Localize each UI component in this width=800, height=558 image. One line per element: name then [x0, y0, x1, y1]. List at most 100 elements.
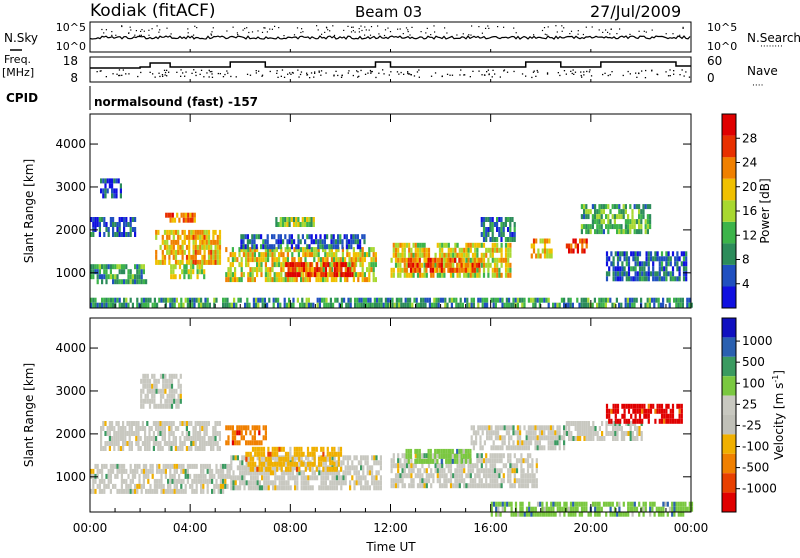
data-cell [407, 257, 410, 263]
data-cell [247, 257, 250, 263]
nave-dot [137, 75, 139, 78]
data-cell [474, 252, 477, 258]
data-cell [256, 455, 259, 461]
data-cell [414, 242, 417, 248]
data-cell [298, 470, 301, 476]
data-cell [370, 257, 373, 263]
data-cell [405, 257, 409, 263]
data-cell [137, 441, 140, 446]
data-cell [103, 232, 106, 237]
data-cell [372, 262, 375, 268]
data-cell [337, 257, 340, 263]
data-cell [379, 475, 382, 481]
data-cell [548, 253, 551, 259]
data-cell [638, 431, 641, 436]
data-cell [441, 483, 444, 489]
data-cell [117, 436, 120, 441]
data-cell [492, 430, 495, 436]
data-cell [485, 478, 488, 484]
data-cell [321, 244, 324, 250]
data-cell [276, 446, 279, 452]
data-cell [605, 256, 609, 262]
data-cell [431, 302, 434, 308]
data-cell [469, 272, 472, 278]
data-cell [660, 266, 664, 272]
data-cell [419, 483, 422, 489]
data-cell [173, 483, 176, 489]
data-cell [601, 431, 604, 436]
data-cell [353, 267, 356, 273]
data-cell [474, 478, 477, 484]
data-cell [214, 229, 217, 235]
data-cell [171, 302, 174, 308]
data-cell [127, 302, 130, 308]
data-cell [634, 276, 637, 282]
data-cell [552, 511, 555, 517]
data-cell [452, 252, 455, 258]
data-cell [123, 468, 126, 474]
data-cell [203, 431, 206, 436]
data-cell [302, 277, 305, 283]
nsearch-dot [135, 30, 137, 32]
nsearch-dots: ········ [760, 42, 783, 52]
data-cell [173, 478, 176, 484]
data-cell [163, 229, 167, 235]
data-cell [199, 249, 202, 255]
data-cell [297, 257, 300, 263]
x-tick-label: 00:00 [674, 521, 709, 535]
data-cell [201, 244, 204, 250]
data-cell [105, 302, 108, 308]
data-cell [616, 418, 620, 424]
data-cell [159, 441, 162, 446]
data-cell [623, 256, 626, 262]
data-cell [688, 297, 691, 303]
data-cell [335, 277, 338, 283]
data-cell [331, 485, 334, 491]
data-cell [523, 297, 526, 303]
data-cell [167, 483, 170, 489]
data-cell [146, 373, 149, 379]
data-cell [638, 251, 642, 257]
data-cell [138, 483, 141, 489]
data-cell [262, 257, 265, 263]
data-cell [480, 257, 483, 263]
data-cell [421, 463, 424, 469]
data-cell [281, 222, 285, 227]
data-cell [366, 455, 369, 461]
data-cell [659, 302, 662, 308]
data-cell [600, 219, 603, 225]
data-cell [513, 453, 516, 459]
data-cell [94, 463, 97, 469]
data-cell [307, 455, 310, 461]
data-cell [532, 430, 535, 436]
data-cell [348, 262, 351, 268]
data-cell [651, 501, 654, 507]
data-cell [104, 193, 107, 199]
data-cell [580, 506, 584, 512]
data-cell [326, 272, 329, 278]
colorbar-tick-label: 20 [742, 180, 757, 194]
nave-dot [641, 70, 643, 72]
data-cell [242, 435, 245, 441]
data-cell [620, 209, 623, 215]
data-cell [416, 242, 420, 248]
data-cell [338, 302, 341, 308]
data-cell [137, 436, 140, 441]
data-cell [454, 252, 457, 258]
data-cell [96, 222, 99, 227]
data-cell [690, 302, 693, 308]
data-cell [155, 229, 158, 235]
data-cell [605, 501, 608, 507]
data-cell [232, 475, 235, 481]
data-cell [392, 453, 395, 459]
data-cell [249, 456, 252, 462]
data-cell [524, 483, 527, 489]
data-cell [536, 511, 540, 517]
data-cell [512, 430, 515, 436]
data-cell [131, 217, 134, 222]
data-cell [125, 264, 128, 270]
data-cell [633, 506, 636, 512]
data-cell [337, 244, 340, 250]
data-cell [315, 446, 318, 452]
data-cell [333, 480, 336, 486]
